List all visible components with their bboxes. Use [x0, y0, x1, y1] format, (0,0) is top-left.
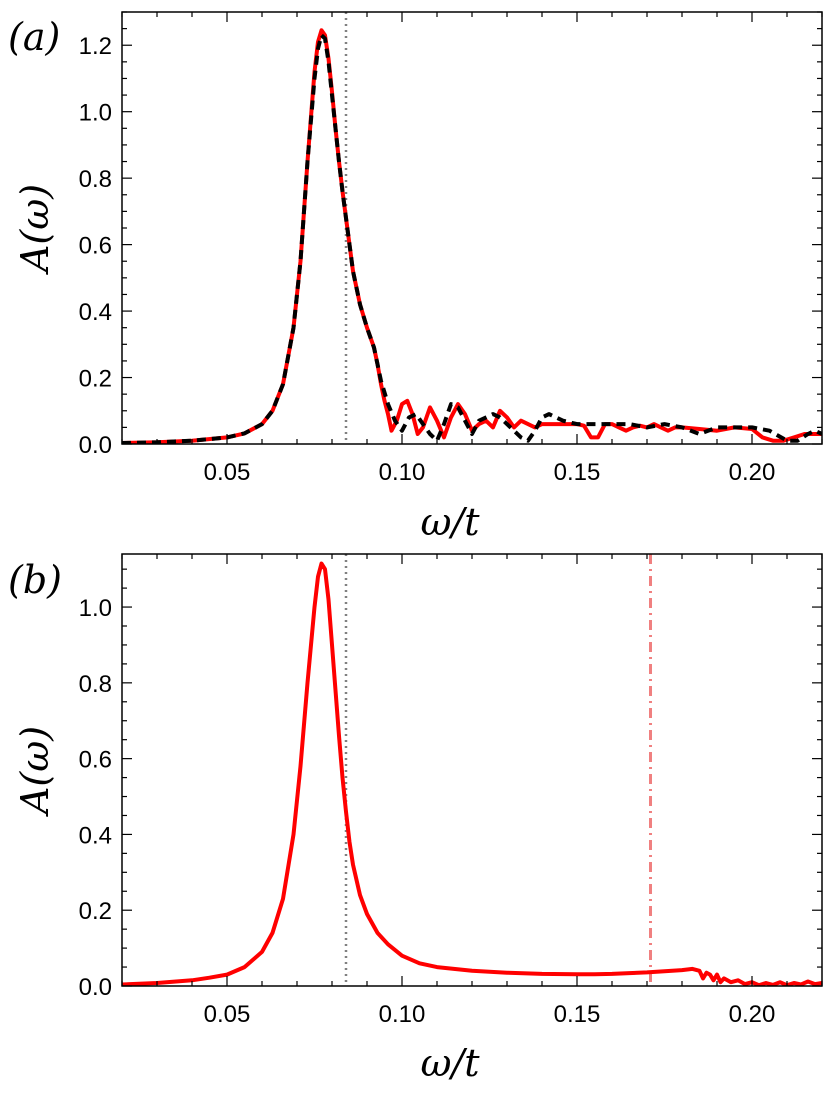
panel-b-ytick-label: 0.4: [79, 822, 112, 849]
panel-a-xtick-label: 0.10: [379, 459, 426, 486]
panel-a-ytick-label: 0.8: [79, 166, 112, 193]
panel-b-xtick-label: 0.15: [554, 1001, 601, 1028]
panel-a-frame: [121, 11, 823, 445]
panel-b-xtick-label: 0.05: [204, 1001, 251, 1028]
panel-a-ylabel: A(ω): [13, 184, 57, 275]
panel-b-ytick-label: 0.2: [79, 898, 112, 925]
panel-a-series-black-dashed: [122, 33, 822, 444]
panel-a-ytick-label: 1.2: [79, 33, 112, 60]
panel-b-xtick-label: 0.20: [729, 1001, 776, 1028]
panel-b-ytick-label: 1.0: [79, 595, 112, 622]
panel-a-ytick-label: 0.4: [79, 299, 112, 326]
panel-a-xtick-label: 0.05: [204, 459, 251, 486]
panel-b-frame: [121, 553, 823, 987]
panel-a-xtick-label: 0.15: [554, 459, 601, 486]
panel-b-xtick-label: 0.10: [379, 1001, 426, 1028]
panel-b: 0.05 0.10 0.15 0.20 0.0 0.2 0.4 0.6 0.8 1.0 (b) A(ω…: [8, 553, 823, 1085]
panel-a-xtick-label: 0.20: [729, 459, 776, 486]
panel-a-ytick-label: 1.0: [79, 100, 112, 127]
panel-b-ytick-label: 0.8: [79, 671, 112, 698]
panel-a-series-red-solid: [122, 28, 822, 444]
panel-a-ytick-label: 0.6: [79, 233, 112, 260]
panel-b-ytick-label: 0.0: [79, 974, 112, 1001]
panel-b-ylabel: A(ω): [13, 726, 57, 817]
panel-a-ytick-label: 0.2: [79, 366, 112, 393]
panel-a-ytick-label: 0.0: [79, 432, 112, 459]
panel-a: 0.05 0.10 0.15 0.20 0.0 0.2 0.4 0.6 0.8 1.0 1.2 (a)…: [8, 11, 823, 544]
panel-b-series-red-solid: [122, 561, 822, 986]
panel-a-xlabel: ω/t: [420, 500, 480, 544]
panel-b-label: (b): [8, 558, 62, 602]
panel-b-ytick-label: 0.6: [79, 747, 112, 774]
panel-a-label: (a): [8, 15, 60, 59]
panel-b-xlabel: ω/t: [420, 1041, 480, 1085]
